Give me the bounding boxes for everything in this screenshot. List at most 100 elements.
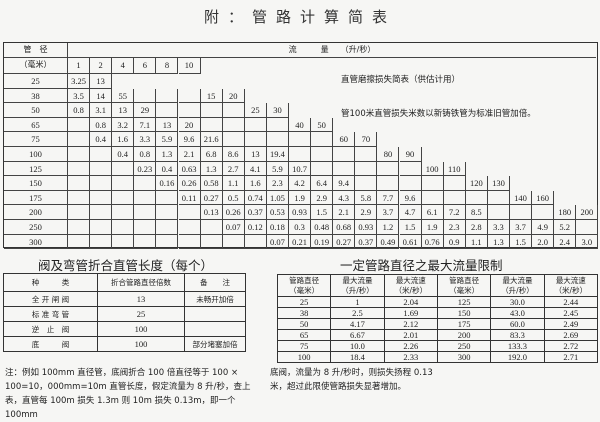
table-cell: 300 [436,351,492,363]
table-cell [222,234,245,250]
table-cell [222,117,245,133]
table-cell: 3.0 [576,234,599,250]
table-cell: 0.8 [134,147,157,162]
table-cell: 0.76 [421,234,444,250]
cell-remark [184,306,246,322]
limit-header: 管路直径 （毫米） [276,274,332,297]
limit-table-title: 一定管路直径之最大流量限制 [340,258,503,273]
table-cell: 25 [244,103,267,118]
table-cell: 2.7 [222,161,245,177]
table-cell: 7.2 [443,205,466,220]
row-diameter: 200 [4,205,68,220]
header-remark: 备 注 [184,273,246,292]
table-cell: 13 [156,117,179,133]
table-cell [178,103,201,118]
table-cell [90,147,113,162]
table-cell: 3.25 [68,74,91,89]
table-cell: 6.4 [311,176,334,191]
table-cell: 0.49 [377,234,400,250]
table-row: 50 4.17 2.12 175 60.0 2.49 [276,318,599,330]
table-cell: 130 [487,176,510,191]
header-line: 管路直径 [449,275,480,285]
table-cell: 0.27 [200,190,223,206]
table-cell: 0.68 [333,220,356,235]
cell-type: 逆 止 阀 [3,321,98,337]
table-cell: 6.67 [330,329,385,341]
table-cell: 70 [355,132,378,147]
table-cell: 1.5 [311,205,334,220]
table-cell [68,220,91,235]
table-cell: 18.4 [330,351,385,363]
limit-header: 最大流速 （米/秒） [543,274,599,297]
table-cell [90,220,113,235]
table-cell: 2.69 [543,329,599,341]
table-cell [311,161,334,177]
table-cell: 13 [90,74,113,89]
table-cell [311,132,334,147]
table-cell: 8.5 [465,205,488,220]
table-cell: 1.5 [399,220,422,235]
note-line: 表，直管每 100m 损失 1.3m 则 10m 损失 0.13m，即一个 10… [5,396,236,420]
table-cell [156,190,179,206]
row-diameter: 25 [4,74,68,89]
table-cell: 40 [289,117,312,133]
table-cell [443,176,466,191]
table-cell [90,234,113,250]
table-cell: 90 [399,147,422,162]
table-cell [112,161,135,177]
header-line: （毫米） [449,285,480,295]
cell-type: 底 阀 [3,336,98,352]
table-cell: 4.3 [333,190,356,206]
table-cell: 2.9 [355,205,378,220]
table-cell [377,176,400,191]
table-cell: 5.8 [355,190,378,206]
table-cell: 0.23 [134,161,157,177]
table-cell: 0.26 [222,205,245,220]
table-cell: 50 [276,318,332,330]
table-cell: 3.1 [90,103,113,118]
table-cell: 2.5 [330,307,385,319]
table-cell: 30 [266,103,289,118]
table-cell: 1.3 [200,161,223,177]
table-cell: 21.6 [200,132,223,147]
table-cell [178,220,201,235]
table-cell: 9.6 [399,190,422,206]
table-cell [355,147,378,162]
table-cell: 100 [421,161,444,177]
table-cell [112,220,135,235]
note-line: 底阀，流量为 8 升/秒时，则损失扬程 0.13 [270,368,433,378]
table-cell: 1.9 [289,190,312,206]
table-cell: 1.6 [112,132,135,147]
table-cell [112,234,135,250]
table-cell: 125 [436,296,492,308]
diameter-unit: （毫米） [4,58,68,74]
table-cell [68,176,91,191]
table-cell: 133.3 [490,340,545,352]
table-cell [355,161,378,177]
table-cell [178,234,201,250]
table-cell [90,190,113,206]
header-line: （升/秒） [501,285,534,295]
limit-header: 最大流速 （米/秒） [383,274,438,297]
table-cell: 1.3 [156,147,179,162]
table-cell: 0.4 [112,147,135,162]
flow-column-header: 6 [134,58,157,74]
table-cell [134,190,157,206]
table-cell [289,147,312,162]
table-cell: 1 [330,296,385,308]
limit-header: 管路直径 （毫米） [436,274,492,297]
table-cell: 5.2 [554,220,577,235]
table-cell: 30.0 [490,296,545,308]
table-cell: 3.2 [112,117,135,133]
table-cell [134,234,157,250]
table-cell [333,161,356,177]
friction-table-caption: 直管磨擦损失简表（供估计用） [341,75,461,85]
row-diameter: 250 [4,220,68,235]
table-cell: 150 [436,307,492,319]
table-cell [487,205,510,220]
table-cell: 2.4 [554,234,577,250]
notes-right: 底阀，流量为 8 升/秒时，则损失扬程 0.13 米，超过此限使管路损失显著增加… [270,366,470,394]
table-cell [200,220,223,235]
row-diameter: 38 [4,88,68,104]
